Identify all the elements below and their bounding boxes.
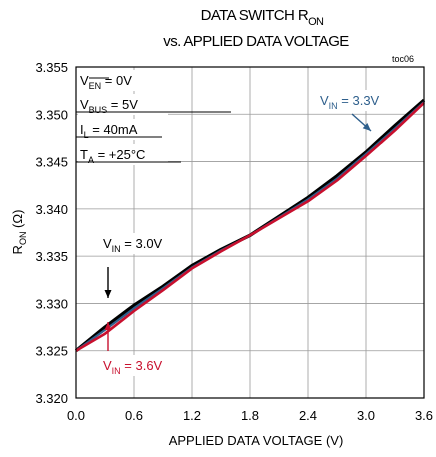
condition-text: VBUS = 5V xyxy=(80,97,138,115)
y-tick-label: 3.355 xyxy=(35,60,68,75)
condition-main: V xyxy=(80,73,89,88)
x-tick-label: 1.2 xyxy=(183,408,201,423)
x-tick-label: 2.4 xyxy=(299,408,317,423)
y-tick-labels: 3.320 3.325 3.330 3.335 3.340 3.345 3.350 3.355 xyxy=(35,60,68,406)
annotation-sub: IN xyxy=(112,366,121,376)
condition-sub: L xyxy=(84,130,89,140)
condition-sub: BUS xyxy=(89,105,108,115)
annotation-bg xyxy=(100,233,178,254)
y-tick-label: 3.320 xyxy=(35,391,68,406)
series-annotation: VIN = 3.0V xyxy=(103,236,163,254)
title-sub: ON xyxy=(308,16,324,28)
condition-main: V xyxy=(80,97,89,112)
annotation-bg xyxy=(317,90,397,111)
y-tick-label: 3.345 xyxy=(35,155,68,170)
condition-rest: = 0V xyxy=(101,73,132,88)
condition-text: IL = 40mA xyxy=(80,122,138,140)
gridlines xyxy=(76,67,424,398)
annotation-rest: = 3.3V xyxy=(338,93,380,108)
series-line xyxy=(75,101,425,352)
x-tick-label: 0.6 xyxy=(125,408,143,423)
arrow-head xyxy=(104,290,112,298)
chart-title-line1: DATA SWITCH RON xyxy=(201,7,324,28)
y-tick-label: 3.340 xyxy=(35,202,68,217)
x-tick-labels: 0.0 0.6 1.2 1.8 2.4 3.0 3.6 xyxy=(67,408,433,423)
y-axis-label: RON (Ω) xyxy=(10,210,28,255)
plot-frame xyxy=(75,66,425,399)
x-tick-label: 1.8 xyxy=(241,408,259,423)
x-tick-label: 0.0 xyxy=(67,408,85,423)
annotation-rest: = 3.6V xyxy=(121,358,163,373)
ylabel-unit: (Ω) xyxy=(10,210,25,232)
ylabel-sub: ON xyxy=(18,232,28,246)
condition-bg xyxy=(78,119,168,140)
arrow-head xyxy=(362,123,371,131)
condition-bg xyxy=(78,144,168,165)
annotation-sub: IN xyxy=(112,244,121,254)
annotation-sub: IN xyxy=(329,101,338,111)
series-lines xyxy=(74,98,426,353)
condition-text: VEN = 0V xyxy=(80,73,132,91)
condition-main: T xyxy=(80,147,88,162)
y-tick-label: 3.330 xyxy=(35,296,68,311)
annotation-main: V xyxy=(320,93,329,108)
condition-text: TA = +25°C xyxy=(80,147,145,165)
condition-sub: A xyxy=(88,155,94,165)
y-tick-label: 3.350 xyxy=(35,107,68,122)
annotation-main: V xyxy=(103,358,112,373)
series-annotation: VIN = 3.3V xyxy=(320,93,380,111)
figure-tag: toc06 xyxy=(392,54,414,64)
condition-rest: = 40mA xyxy=(89,122,138,137)
condition-rest: = 5V xyxy=(107,97,138,112)
condition-main: I xyxy=(80,122,84,137)
arrow-head xyxy=(104,322,112,330)
condition-rest: = +25°C xyxy=(94,147,145,162)
x-axis-label: APPLIED DATA VOLTAGE (V) xyxy=(169,433,344,448)
y-tick-label: 3.325 xyxy=(35,344,68,359)
annotation-bg xyxy=(100,355,180,376)
condition-sub: EN xyxy=(89,81,102,91)
annotation-main: V xyxy=(103,236,112,251)
ylabel-main: R xyxy=(10,245,25,254)
x-tick-label: 3.6 xyxy=(415,408,433,423)
series-annotation: VIN = 3.6V xyxy=(103,358,163,376)
condition-bg xyxy=(78,70,168,91)
annotation-rest: = 3.0V xyxy=(121,236,163,251)
y-tick-label: 3.335 xyxy=(35,249,68,264)
title-main: DATA SWITCH R xyxy=(201,7,309,24)
condition-bg xyxy=(78,94,168,115)
chart-title-line2: vs. APPLIED DATA VOLTAGE xyxy=(163,33,349,50)
x-tick-label: 3.0 xyxy=(357,408,375,423)
